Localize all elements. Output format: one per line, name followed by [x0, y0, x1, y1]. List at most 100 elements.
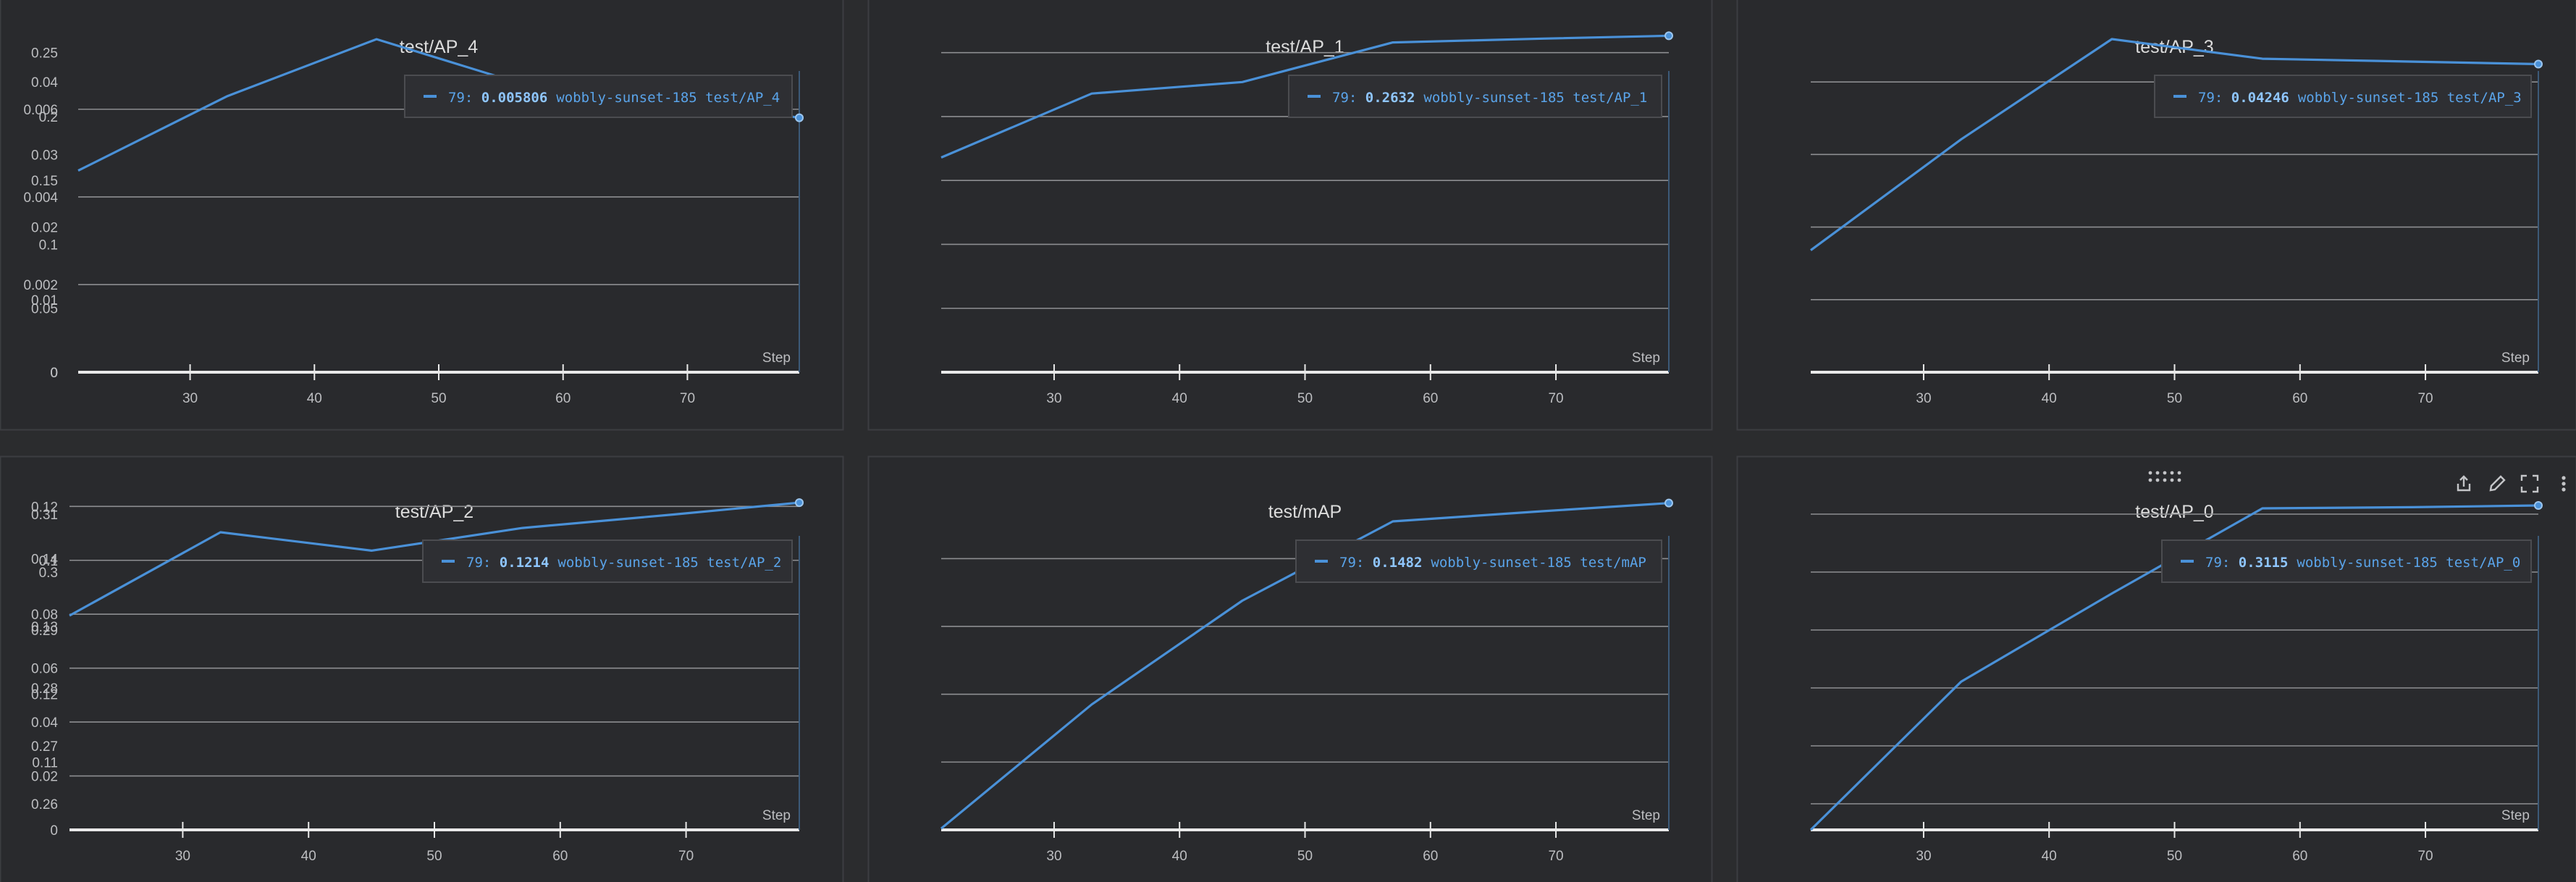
y-tick-label: 0.14 [31, 552, 58, 567]
y-tick-label: 0.28 [31, 681, 58, 697]
y-tick-label: 0.3 [39, 566, 58, 581]
data-point [1392, 41, 1394, 43]
tooltip-step: 79: [466, 555, 500, 571]
x-tick-label: 40 [2042, 391, 2057, 406]
fullscreen-icon[interactable] [2520, 474, 2539, 493]
y-tick-label: 0.12 [31, 688, 58, 703]
y-tick-label: 0 [50, 823, 58, 839]
share-icon-arrow [2459, 475, 2468, 487]
x-tick-label: 60 [2292, 391, 2307, 406]
data-point [521, 527, 523, 529]
tooltip-value: 0.1214 [500, 555, 550, 571]
x-tick-label: 30 [1046, 849, 1061, 864]
tooltip-label: wobbly-sunset-185 test/AP_2 [557, 555, 781, 571]
y-tick-label: 0.12 [31, 500, 58, 515]
x-axis-label: Step [1632, 350, 1660, 366]
series-line [940, 34, 1670, 159]
x-axis-label: Step [762, 350, 791, 366]
hover-tooltip: 79: 0.005806 wobbly-sunset-185 test/AP_4 [404, 75, 793, 118]
x-axis-label: Step [1632, 808, 1660, 823]
hover-point-marker [1664, 498, 1673, 508]
y-tick-label: 0.02 [31, 221, 58, 236]
tooltip-label: wobbly-sunset-185 test/AP_4 [556, 90, 780, 106]
x-tick-label: 30 [175, 849, 190, 864]
drag-handle-dot [2177, 471, 2181, 475]
tooltip-text: 79: 0.3115 wobbly-sunset-185 test/AP_0 [2205, 555, 2520, 571]
edit-icon-pencil [2489, 475, 2506, 492]
data-point [371, 550, 373, 552]
panel-frame [0, 0, 844, 431]
x-tick-label: 60 [1423, 849, 1438, 864]
drag-handle-dot [2148, 471, 2152, 475]
y-tick-label: 0.31 [31, 508, 58, 523]
y-tick-label: 0.2 [39, 110, 58, 125]
x-tick-label: 30 [1916, 391, 1931, 406]
panel-frame [1736, 0, 2576, 431]
data-point [1090, 703, 1093, 705]
data-point [2412, 506, 2414, 508]
x-axis-label: Step [2501, 350, 2530, 366]
tooltip-step: 79: [2198, 90, 2231, 106]
data-point [1241, 600, 1243, 602]
x-axis-label: Step [762, 808, 791, 823]
panel-frame [867, 455, 1713, 882]
x-tick-label: 70 [2417, 849, 2433, 864]
y-tick-label: 0.02 [31, 770, 58, 785]
data-point [1810, 249, 1812, 251]
y-tick-label: 0.004 [23, 190, 58, 206]
panel-frame [867, 0, 1713, 431]
tooltip-text: 79: 0.1214 wobbly-sunset-185 test/AP_2 [466, 555, 781, 571]
more-icon[interactable] [2562, 476, 2566, 492]
drag-handle-icon[interactable] [2148, 471, 2181, 482]
tooltip-step: 79: [2205, 555, 2239, 571]
y-tick-label: 0.05 [31, 302, 58, 317]
drag-handle-dot [2155, 478, 2160, 482]
tooltip-box [2161, 539, 2532, 583]
chart-title: test/AP_0 [2135, 502, 2213, 522]
share-icon-tray [2457, 484, 2471, 492]
y-tick-label: 0.1 [39, 238, 58, 253]
x-tick-label: 50 [431, 391, 446, 406]
drag-handle-dot [2148, 478, 2152, 482]
data-point [77, 169, 80, 172]
tooltip-label: wobbly-sunset-185 test/AP_0 [2297, 555, 2520, 571]
tooltip-label: wobbly-sunset-185 test/AP_1 [1423, 90, 1647, 106]
hover-tooltip: 79: 0.3115 wobbly-sunset-185 test/AP_0 [2161, 539, 2532, 583]
x-tick-label: 70 [680, 391, 695, 406]
drag-handle-dot [2155, 471, 2160, 475]
x-tick-label: 60 [2292, 849, 2307, 864]
data-point [69, 615, 71, 617]
tooltip-label: wobbly-sunset-185 test/AP_3 [2298, 90, 2522, 106]
x-tick-label: 50 [2167, 391, 2182, 406]
chart-panel: test/AP_1 0 0.05 0.1 0.15 0.2 0.25 30 40 50 60 70 St… [31, 0, 1713, 431]
x-tick-label: 40 [1172, 849, 1187, 864]
tooltip-text: 79: 0.04246 wobbly-sunset-185 test/AP_3 [2198, 90, 2522, 106]
x-tick-label: 30 [1916, 849, 1931, 864]
edit-icon[interactable] [2489, 475, 2506, 492]
data-point [2261, 508, 2263, 510]
x-tick-label: 40 [2042, 849, 2057, 864]
tooltip-box [2154, 75, 2532, 118]
drag-handle-dot [2177, 478, 2181, 482]
x-tick-label: 40 [301, 849, 316, 864]
drag-handle-dot [2170, 471, 2174, 475]
share-icon[interactable] [2457, 475, 2471, 492]
chart-panel: test/AP_0 0.26 0.27 0.28 0.29 0.3 0.31 30 40 50 60… [31, 455, 2576, 882]
y-tick-label: 0.27 [31, 739, 58, 755]
chart-panel: test/AP_2 0 0.02 0.04 0.06 0.08 0.1 0.12 30 40 50 6… [0, 455, 844, 882]
x-tick-label: 40 [1172, 391, 1187, 406]
hover-point-marker [2534, 501, 2543, 510]
more-icon-dot [2562, 487, 2566, 492]
data-point [2261, 58, 2263, 60]
hover-point-marker [795, 498, 804, 508]
data-point [1241, 81, 1243, 83]
x-tick-label: 50 [2167, 849, 2182, 864]
tooltip-step: 79: [448, 90, 481, 106]
fullscreen-icon-corners [2520, 474, 2539, 493]
y-tick-label: 0.13 [31, 620, 58, 635]
data-point [376, 38, 378, 41]
tooltip-step: 79: [1332, 90, 1365, 106]
x-tick-label: 40 [307, 391, 322, 406]
x-tick-label: 50 [1297, 849, 1313, 864]
hover-tooltip: 79: 0.2632 wobbly-sunset-185 test/AP_1 [1288, 75, 1662, 118]
